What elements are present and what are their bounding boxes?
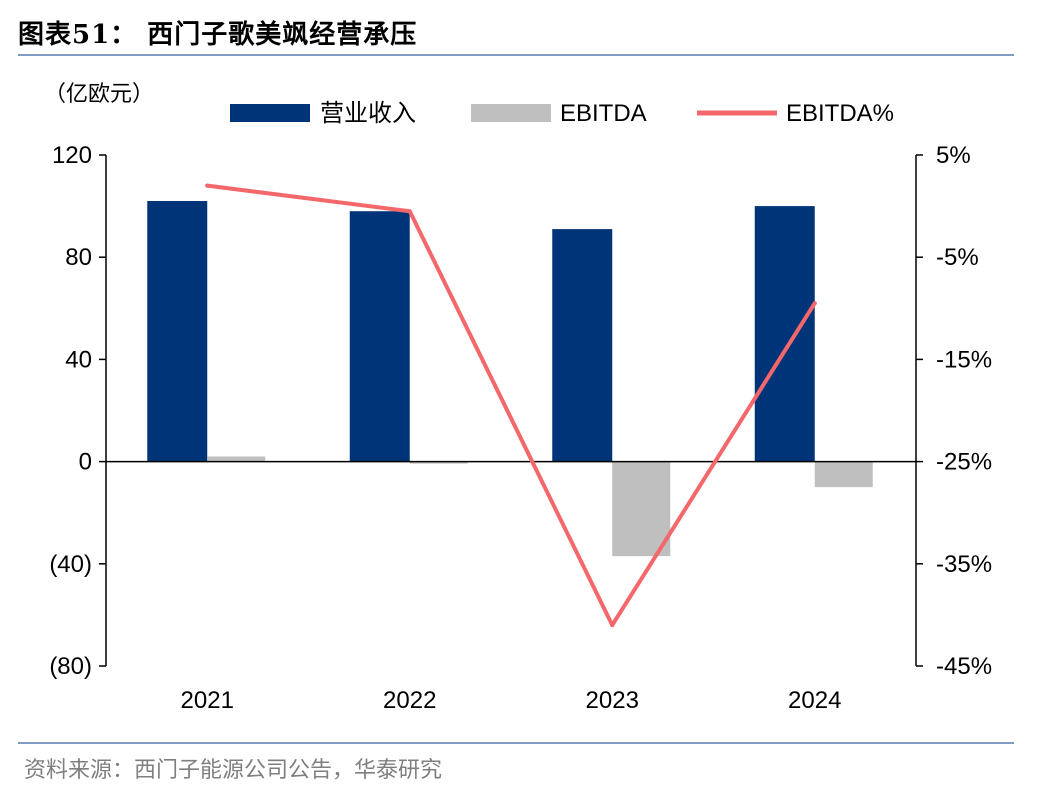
- left-tick-label: 0: [79, 449, 92, 476]
- bar-ebitda-2021: [207, 456, 266, 462]
- right-tick-label: 5%: [936, 142, 971, 169]
- bar-ebitda-2024: [814, 461, 873, 488]
- source-note: 资料来源：西门子能源公司公告，华泰研究: [24, 758, 443, 783]
- legend-label-ebitda-pct: EBITDA%: [786, 100, 894, 127]
- title-rule: [18, 54, 1014, 56]
- bar-revenue-2024: [754, 206, 815, 462]
- x-tick-label: 2021: [181, 687, 234, 714]
- x-labels: 2021 2022 2023 2024: [181, 687, 842, 714]
- left-tick-label: 40: [65, 346, 92, 373]
- right-tick-label: -15%: [936, 346, 992, 373]
- left-tick-label: (80): [49, 653, 92, 680]
- bars: [147, 200, 873, 557]
- bar-revenue-2022: [349, 211, 410, 462]
- ebitda-pct-point-2022: [407, 209, 412, 214]
- right-tick-label: -45%: [936, 653, 992, 680]
- bar-revenue-2023: [552, 229, 613, 462]
- x-tick-label: 2023: [586, 687, 639, 714]
- ebitda-pct-point-2021: [205, 183, 210, 188]
- right-tick-label: -25%: [936, 449, 992, 476]
- right-tick-label: -35%: [936, 551, 992, 578]
- legend: 营业收入 EBITDA EBITDA%: [230, 99, 894, 127]
- bar-ebitda-2023: [612, 461, 671, 557]
- bar-revenue-2021: [147, 200, 208, 462]
- source-rule: [18, 742, 1014, 744]
- right-tick-label: -5%: [936, 244, 979, 271]
- line-series: [205, 183, 817, 628]
- left-tick-label: 120: [52, 142, 92, 169]
- ebitda-pct-point-2024: [812, 301, 817, 306]
- right-axis: 5% -5% -15% -25% -35% -45%: [915, 142, 992, 680]
- bar-ebitda-2022: [409, 461, 468, 464]
- legend-label-ebitda: EBITDA: [560, 100, 647, 127]
- x-tick-label: 2024: [788, 687, 841, 714]
- left-tick-label: 80: [65, 244, 92, 271]
- legend-swatch-ebitda: [471, 104, 551, 122]
- ebitda-pct-point-2023: [610, 623, 615, 628]
- legend-swatch-revenue: [230, 104, 310, 122]
- page-title: 图表51： 西门子歌美飒经营承压: [18, 20, 418, 50]
- x-tick-label: 2022: [383, 687, 436, 714]
- legend-label-revenue: 营业收入: [320, 99, 416, 127]
- unit-label: （亿欧元）: [44, 82, 155, 107]
- left-axis: 120 80 40 0 (40) (80): [49, 142, 107, 680]
- ebitda-pct-line: [205, 183, 817, 628]
- left-tick-label: (40): [49, 551, 92, 578]
